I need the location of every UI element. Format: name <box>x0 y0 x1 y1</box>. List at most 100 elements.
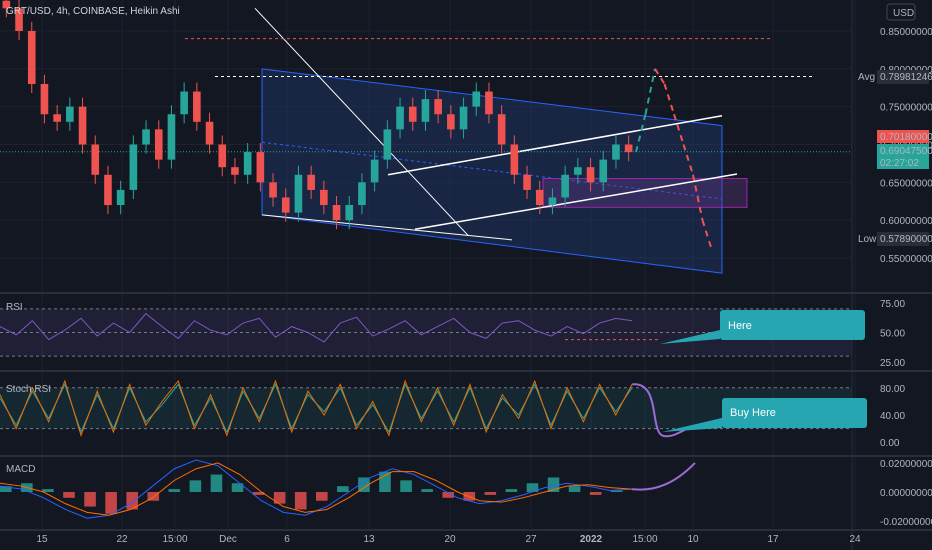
stoch-callout-text: Buy Here <box>730 407 776 419</box>
time-tick-label: 2022 <box>580 534 603 545</box>
candle-body <box>2 0 11 9</box>
symbol-title[interactable]: GRT/USD, 4h, COINBASE, Heikin Ashi <box>6 6 180 17</box>
candle-body <box>574 167 582 175</box>
rsi-tick-label: 25.00 <box>880 358 905 369</box>
stoch-tick-label: 0.00 <box>880 438 900 449</box>
macd-forecast-curve <box>631 462 696 491</box>
ascending-lower-line[interactable] <box>414 173 738 230</box>
price-tick-label: 0.65000000 <box>880 178 932 189</box>
candle-body <box>434 99 442 115</box>
candle-body <box>104 174 112 206</box>
forecast-segment <box>701 219 713 251</box>
time-tick-label: 15:00 <box>632 534 657 545</box>
candle-body <box>510 144 519 175</box>
macd-histogram-bar <box>316 492 328 501</box>
candle-body <box>231 167 239 175</box>
candle-body <box>447 114 455 130</box>
macd-tick-label: 0.02000000 <box>880 459 932 470</box>
time-tick-label: 24 <box>849 534 861 545</box>
rsi-line <box>0 312 633 343</box>
low-badge-label: Low <box>858 234 877 245</box>
macd-tick-label: 0.00000000 <box>880 488 932 499</box>
red-price-box <box>877 130 929 143</box>
forecast-segment <box>692 174 704 221</box>
macd-histogram-bar <box>484 492 497 495</box>
candle-body <box>116 189 125 206</box>
candle-body <box>459 106 468 130</box>
macd-histogram-bar <box>252 492 265 495</box>
price-badges: Avg 0.78981246 0.70180000 0.69047500 02:… <box>858 70 932 246</box>
macd-histogram-bar <box>568 486 581 492</box>
grid-lines <box>0 0 856 528</box>
macd-histogram-bar <box>400 480 412 492</box>
candle-body <box>548 197 557 206</box>
candle-body <box>218 144 227 168</box>
candle-body <box>383 129 392 160</box>
stoch-rsi-title: Stoch RSI <box>6 384 51 395</box>
candle-body <box>256 152 265 183</box>
candle-body <box>40 83 49 115</box>
macd-histogram-bar <box>105 492 117 514</box>
avg-badge: Avg 0.78981246 <box>858 70 932 84</box>
currency-label: USD <box>893 8 914 19</box>
candle-body <box>180 91 188 115</box>
avg-badge-label: Avg <box>858 72 875 83</box>
candle-body <box>332 205 341 221</box>
candle-body <box>472 91 481 107</box>
low-badge: Low 0.57890000 <box>858 232 932 246</box>
time-tick-label: 27 <box>525 534 537 545</box>
stoch-tick-label: 40.00 <box>880 411 905 422</box>
low-badge-box <box>877 232 929 246</box>
time-tick-label: 17 <box>767 534 779 545</box>
demand-zone-box[interactable] <box>542 178 748 208</box>
candle-body <box>15 8 23 32</box>
macd-histogram-bar <box>147 492 160 501</box>
candle-body <box>53 114 61 122</box>
macd-pane[interactable]: 0.02000000 0.00000000 -0.02000000 <box>0 459 932 528</box>
forecast-path <box>635 68 713 251</box>
candle-body <box>485 91 493 115</box>
time-axis[interactable]: 15 22 15:00 Dec 6 13 20 27 2022 15:00 10 17 24 <box>36 534 861 545</box>
candle-body <box>205 121 214 145</box>
candle-body <box>307 174 315 190</box>
candlestick-series[interactable] <box>2 0 633 230</box>
rsi-callout[interactable]: Here <box>660 310 865 344</box>
macd-histogram-bar <box>442 492 454 498</box>
time-tick-label: 10 <box>687 534 699 545</box>
candle-body <box>243 152 252 175</box>
stoch-forecast-curve <box>631 383 691 438</box>
candle-body <box>91 144 100 175</box>
macd-histogram-bar <box>84 492 96 507</box>
candle-body <box>193 91 201 122</box>
macd-histogram-bar <box>610 490 623 492</box>
ascending-upper-line[interactable] <box>387 115 723 176</box>
bar-countdown: 02:27:02 <box>880 158 919 169</box>
stoch-rsi-pane[interactable]: 80.00 40.00 0.00 <box>0 379 905 449</box>
candle-body <box>535 189 544 206</box>
macd-histogram-bar <box>0 486 12 492</box>
macd-histogram-bar <box>589 492 602 495</box>
price-pane[interactable] <box>0 0 852 274</box>
candle-body <box>396 106 404 130</box>
forecast-segment <box>682 144 694 176</box>
candle-body <box>281 197 290 213</box>
candle-body <box>612 144 620 160</box>
macd-histogram-bar <box>189 480 202 492</box>
stoch-callout[interactable]: Buy Here <box>662 398 867 432</box>
macd-histogram-bar <box>231 483 244 492</box>
forecast-segment <box>663 83 675 115</box>
candle-body <box>561 174 569 198</box>
macd-histogram-bar <box>358 477 370 492</box>
candle-body <box>497 114 506 145</box>
base-support-line[interactable] <box>261 214 513 241</box>
time-tick-label: 6 <box>284 534 290 545</box>
candle-body <box>624 144 633 153</box>
candle-body <box>408 106 417 122</box>
macd-histogram-bar <box>42 489 54 492</box>
downtrend-line[interactable] <box>254 7 469 236</box>
macd-histogram-bar <box>547 477 560 492</box>
currency-button[interactable]: USD <box>886 3 916 21</box>
